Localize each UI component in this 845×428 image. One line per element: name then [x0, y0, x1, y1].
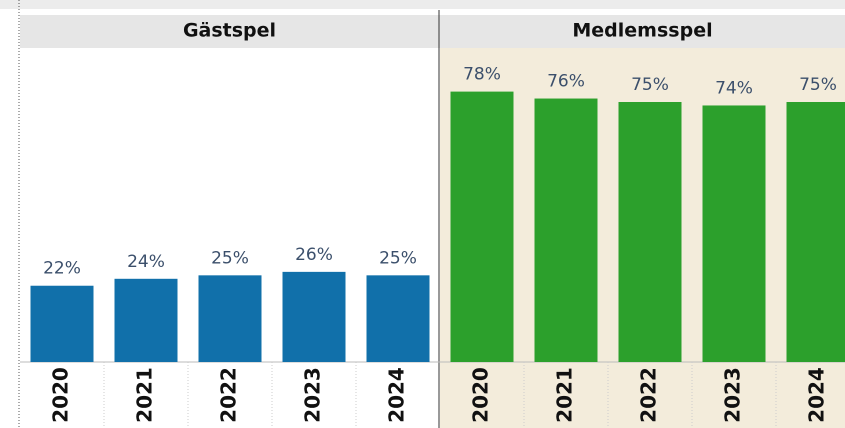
bar — [282, 271, 346, 362]
value-label: 25% — [379, 248, 417, 268]
x-tick-label: 2020 — [469, 367, 493, 423]
bar — [114, 278, 178, 362]
bar — [702, 105, 766, 362]
x-tick-label: 2021 — [553, 367, 577, 423]
bar — [198, 275, 262, 362]
value-label: 75% — [799, 75, 837, 95]
bar — [450, 91, 514, 362]
value-label: 25% — [211, 248, 249, 268]
value-label: 22% — [43, 259, 81, 279]
panel-header: Gästspel — [183, 20, 276, 42]
value-label: 26% — [295, 245, 333, 265]
x-tick-label: 2024 — [385, 367, 409, 423]
x-tick-label: 2023 — [721, 367, 745, 423]
title-strip — [0, 0, 845, 9]
x-tick-label: 2022 — [217, 367, 241, 423]
bar — [366, 275, 430, 362]
x-tick-label: 2024 — [805, 367, 829, 423]
value-label: 78% — [463, 65, 501, 85]
header-band — [20, 15, 845, 48]
value-label: 74% — [715, 78, 753, 98]
x-tick-label: 2023 — [301, 367, 325, 423]
value-label: 76% — [547, 72, 585, 92]
panel-header: Medlemsspel — [572, 20, 712, 42]
value-label: 24% — [127, 252, 165, 272]
bar — [618, 102, 682, 362]
bar — [30, 285, 94, 362]
x-tick-label: 2021 — [133, 367, 157, 423]
x-tick-label: 2020 — [49, 367, 73, 423]
x-tick-label: 2022 — [637, 367, 661, 423]
bar — [534, 98, 598, 363]
bar — [786, 102, 845, 362]
value-label: 75% — [631, 75, 669, 95]
